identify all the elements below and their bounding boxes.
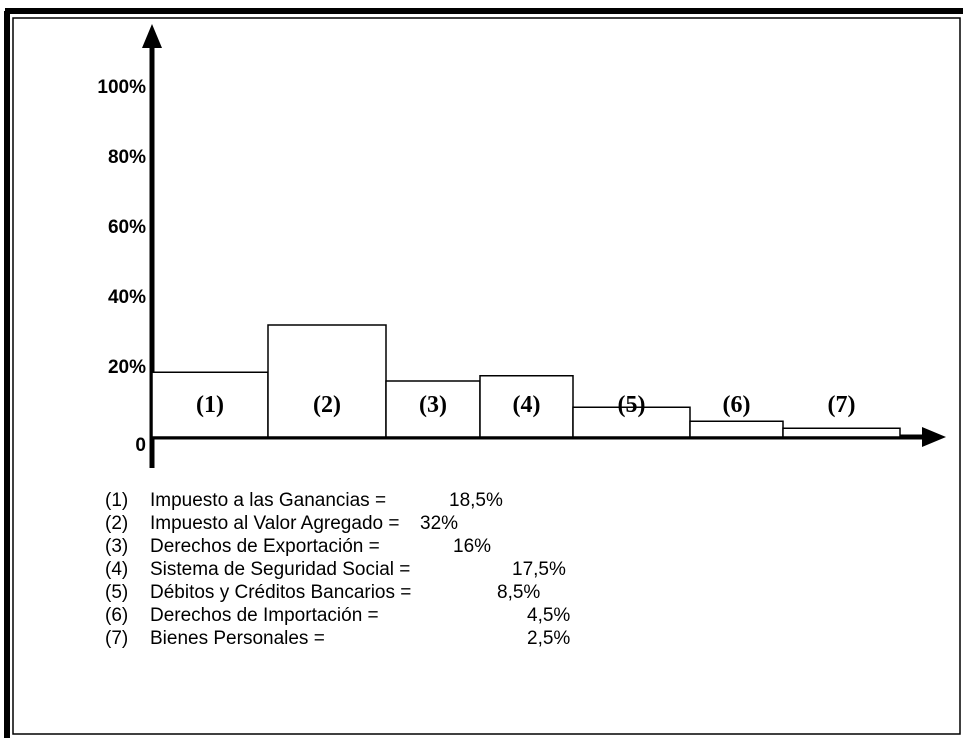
bar-label: (4) (513, 392, 541, 418)
legend-key: (3) (105, 536, 128, 557)
legend-key: (5) (105, 582, 128, 603)
legend-value: 2,5% (527, 628, 570, 649)
legend-text: Sistema de Seguridad Social = (150, 559, 410, 580)
legend-key: (1) (105, 490, 128, 511)
bar (267, 324, 387, 438)
bar (479, 375, 574, 438)
legend-key: (6) (105, 605, 128, 626)
legend-value: 16% (453, 536, 491, 557)
x-axis-arrow (922, 427, 946, 447)
bar-label: (3) (419, 392, 447, 418)
legend-value: 32% (420, 513, 458, 534)
y-tick-label: 20% (108, 357, 146, 378)
y-axis-arrow (142, 24, 162, 48)
bar-label: (2) (313, 392, 341, 418)
legend-text: Impuesto a las Ganancias = (150, 490, 386, 511)
y-tick-label: 80% (108, 147, 146, 168)
y-tick-label: 100% (97, 77, 146, 98)
bar-label: (7) (828, 392, 856, 418)
legend-value: 4,5% (527, 605, 570, 626)
legend-key: (7) (105, 628, 128, 649)
legend-text: Débitos y Créditos Bancarios = (150, 582, 411, 603)
legend-key: (2) (105, 513, 128, 534)
legend-text: Impuesto al Valor Agregado = (150, 513, 399, 534)
y-tick-label: 60% (108, 217, 146, 238)
bar (782, 427, 901, 438)
bar (689, 420, 784, 438)
legend-value: 18,5% (449, 490, 503, 511)
legend-text: Bienes Personales = (150, 628, 325, 649)
bar-label: (6) (723, 392, 751, 418)
frame-inner (12, 17, 961, 735)
legend-text: Derechos de Exportación = (150, 536, 380, 557)
bar-label: (5) (618, 392, 646, 418)
y-tick-label: 0 (135, 435, 146, 456)
legend-text: Derechos de Importación = (150, 605, 379, 626)
legend-value: 17,5% (512, 559, 566, 580)
bar-label: (1) (196, 392, 224, 418)
legend-value: 8,5% (497, 582, 540, 603)
legend-key: (4) (105, 559, 128, 580)
y-tick-label: 40% (108, 287, 146, 308)
bar (572, 406, 691, 438)
